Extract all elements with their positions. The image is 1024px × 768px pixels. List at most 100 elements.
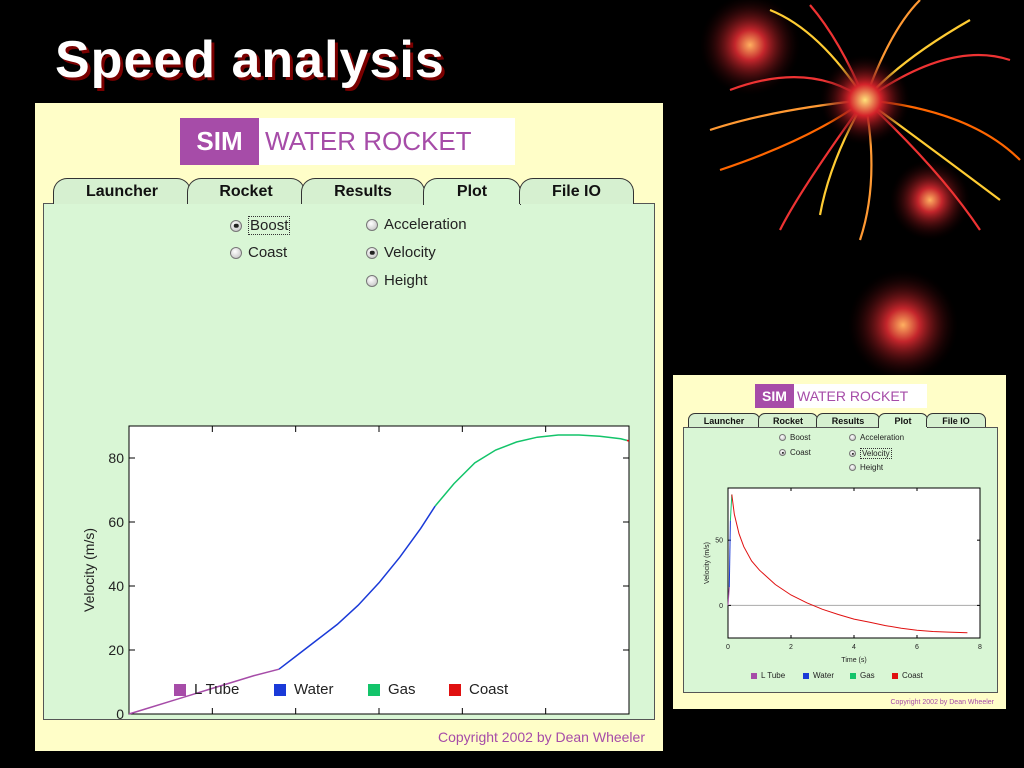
legend-item-gas: Gas (368, 681, 416, 698)
radio-coast-label: Coast (248, 244, 288, 261)
app-logo: SIM WATER ROCKET (180, 118, 515, 165)
y-tick-label: 40 (108, 578, 124, 594)
tab-rocket[interactable]: Rocket (758, 413, 818, 427)
radio-boost[interactable]: Boost (230, 216, 291, 235)
legend-swatch (803, 672, 809, 679)
y-axis-label: Velocity (m/s) (81, 528, 97, 612)
series-line-coast (626, 439, 630, 442)
tab-file-io[interactable]: File IO (926, 413, 986, 427)
legend-item-coast: Coast (892, 671, 923, 680)
legend-label: L Tube (761, 671, 786, 680)
legend-swatch (850, 672, 856, 679)
x-tick-label: 0 (125, 719, 133, 721)
radio-indicator (230, 219, 242, 232)
tab-launcher[interactable]: Launcher (53, 178, 191, 204)
y-axis-label: Velocity (m/s) (704, 542, 711, 584)
radio-height[interactable]: Height (366, 272, 427, 289)
legend-item-l-tube: L Tube (751, 671, 785, 680)
series-line-l-tube (727, 587, 730, 606)
radio-indicator (849, 450, 856, 457)
logo-sim: SIM (755, 384, 794, 408)
series-line-l-tube (128, 668, 280, 715)
logo-water-rocket: WATER ROCKET (265, 126, 472, 156)
x-axis-label: Time (s) (841, 657, 866, 664)
radio-coast-label: Coast (790, 448, 811, 457)
radio-velocity[interactable]: Velocity (849, 448, 892, 459)
radio-velocity[interactable]: Velocity (366, 244, 436, 261)
tab-rocket[interactable]: Rocket (187, 178, 305, 204)
tab-launcher-label: Launcher (85, 182, 158, 200)
slide-title: Speed analysis (55, 31, 445, 89)
tab-plot-label: Plot (894, 416, 912, 426)
radio-height[interactable]: Height (849, 463, 883, 472)
tab-launcher-label: Launcher (703, 415, 745, 426)
y-tick-label: 60 (108, 514, 124, 530)
radio-indicator (366, 246, 378, 259)
radio-coast[interactable]: Coast (230, 244, 287, 261)
y-tick-label: 50 (715, 538, 723, 545)
radio-indicator (366, 218, 378, 231)
x-tick-label: 0.06 (365, 719, 392, 721)
radio-boost-label: Boost (790, 433, 811, 442)
y-tick-label: 80 (108, 450, 124, 466)
tab-file-io-label: File IO (942, 415, 970, 426)
main-app-window: SIM WATER ROCKET Boost Coast Acceleratio… (35, 103, 663, 751)
x-tick-label: 2 (789, 644, 793, 651)
tab-plot[interactable]: Plot (878, 413, 928, 428)
y-tick-label: 0 (116, 706, 124, 721)
legend-label: Coast (469, 681, 509, 698)
legend-label: Water (294, 681, 334, 698)
copyright-text: Copyright 2002 by Dean Wheeler (890, 699, 994, 706)
tab-results[interactable]: Results (816, 413, 880, 427)
y-tick-label: 20 (108, 642, 124, 658)
radio-height-label: Height (384, 272, 428, 289)
series-line-gas (729, 494, 733, 521)
x-tick-label: 0.10 (532, 719, 559, 721)
radio-velocity-label: Velocity (384, 244, 436, 261)
x-tick-label: 0.12 (615, 719, 642, 721)
legend-item-water: Water (274, 681, 333, 698)
radio-boost[interactable]: Boost (779, 433, 810, 442)
tab-results-label: Results (831, 415, 865, 426)
radio-acceleration[interactable]: Acceleration (849, 433, 904, 442)
tab-rocket-label: Rocket (219, 182, 273, 200)
radio-acceleration[interactable]: Acceleration (366, 216, 467, 233)
legend-swatch (368, 683, 380, 696)
tab-results[interactable]: Results (301, 178, 425, 204)
tab-plot-label: Plot (456, 183, 488, 200)
legend-item-coast: Coast (449, 681, 508, 698)
firework-decoration (700, 0, 1021, 380)
tab-rocket-label: Rocket (772, 415, 803, 426)
legend-label: L Tube (194, 681, 240, 698)
plot-area (727, 487, 981, 639)
x-tick-label: 6 (915, 644, 919, 651)
tab-file-io[interactable]: File IO (519, 178, 634, 204)
y-tick-label: 0 (719, 603, 723, 610)
radio-velocity-label: Velocity (860, 448, 892, 459)
radio-indicator (849, 434, 856, 441)
velocity-chart: 00.020.040.060.080.100.12020406080Time (… (81, 425, 643, 721)
x-tick-label: 8 (978, 644, 982, 651)
app-logo: SIM WATER ROCKET (755, 384, 927, 408)
plot-area (128, 425, 630, 715)
legend-swatch (892, 672, 898, 679)
inset-velocity-chart: 0 2 4 6 8 0 50 Time (s) Velocity (m/s) (704, 487, 982, 664)
copyright-text: Copyright 2002 by Dean Wheeler (437, 729, 645, 745)
radio-indicator (366, 274, 378, 287)
x-tick-label: 0.08 (449, 719, 476, 721)
tab-plot[interactable]: Plot (423, 178, 521, 205)
legend-item-water: Water (803, 671, 834, 680)
x-tick-label: 0.04 (282, 719, 309, 721)
radio-indicator (230, 246, 242, 259)
legend-swatch (751, 672, 757, 679)
legend-label: Coast (902, 671, 923, 680)
series-line-water (278, 505, 436, 670)
legend-swatch (174, 683, 186, 696)
legend-item-gas: Gas (850, 671, 875, 680)
radio-coast[interactable]: Coast (779, 448, 811, 457)
logo-water-rocket: WATER ROCKET (797, 388, 909, 404)
tab-results-label: Results (334, 182, 392, 200)
tab-launcher[interactable]: Launcher (688, 413, 760, 427)
logo-sim: SIM (180, 118, 259, 165)
legend-swatch (449, 683, 461, 696)
